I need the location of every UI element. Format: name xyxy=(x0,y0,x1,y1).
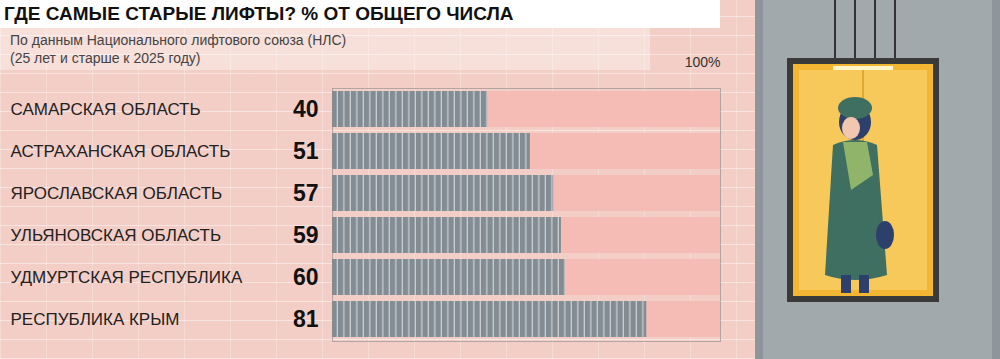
html-text:По данным Национального лифтов: По данным Национального лифтового союза … xyxy=(10,32,347,48)
svg-text:УДМУРТСКАЯ РЕСПУБЛИКА: УДМУРТСКАЯ РЕСПУБЛИКА xyxy=(11,268,243,287)
svg-text:100%: 100% xyxy=(685,54,721,70)
svg-text:51: 51 xyxy=(293,138,319,164)
html-text:(25 лет и старше к 2025 году): (25 лет и старше к 2025 году) xyxy=(10,50,201,66)
svg-text:81: 81 xyxy=(293,306,319,332)
svg-text:ЯРОСЛАВСКАЯ ОБЛАСТЬ: ЯРОСЛАВСКАЯ ОБЛАСТЬ xyxy=(11,184,223,203)
svg-text:УЛЬЯНОВСКАЯ ОБЛАСТЬ: УЛЬЯНОВСКАЯ ОБЛАСТЬ xyxy=(11,226,222,245)
svg-text:60: 60 xyxy=(293,264,319,290)
svg-text:АСТРАХАНСКАЯ ОБЛАСТЬ: АСТРАХАНСКАЯ ОБЛАСТЬ xyxy=(11,142,231,161)
svg-text:40: 40 xyxy=(293,96,319,122)
svg-text:57: 57 xyxy=(293,180,319,206)
html-text:ГДЕ САМЫЕ СТАРЫЕ ЛИФТЫ? % ОТ О: ГДЕ САМЫЕ СТАРЫЕ ЛИФТЫ? % ОТ ОБЩЕГО ЧИСЛ… xyxy=(4,3,514,24)
svg-text:САМАРСКАЯ ОБЛАСТЬ: САМАРСКАЯ ОБЛАСТЬ xyxy=(11,100,201,119)
svg-text:59: 59 xyxy=(293,222,319,248)
svg-text:РЕСПУБЛИКА КРЫМ: РЕСПУБЛИКА КРЫМ xyxy=(11,310,180,329)
